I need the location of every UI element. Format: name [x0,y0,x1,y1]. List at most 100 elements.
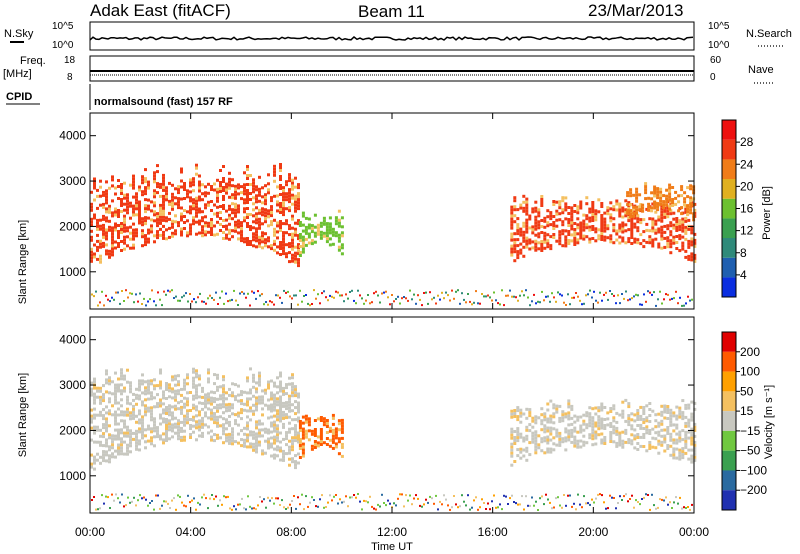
range-gate-cell [323,507,325,509]
range-gate-cell [240,408,243,411]
range-gate-cell [457,289,459,291]
range-gate-cell [561,211,564,214]
range-gate-cell [636,448,639,451]
range-gate-cell [549,433,552,436]
range-gate-cell [275,294,277,296]
range-gate-cell [204,230,207,233]
range-gate-cell [540,413,543,416]
range-gate-cell [231,299,233,301]
range-gate-cell [192,395,195,398]
range-gate-cell [120,410,123,413]
range-gate-cell [120,368,123,371]
range-gate-cell [270,247,273,250]
range-gate-cell [273,442,276,445]
range-gate-cell [487,295,489,297]
range-gate-cell [243,391,246,394]
range-gate-cell [132,229,135,232]
range-gate-cell [642,427,645,430]
range-gate-cell [225,397,228,400]
range-gate-cell [591,437,594,440]
range-gate-cell [225,189,228,192]
range-gate-cell [171,387,174,390]
range-gate-cell [201,420,204,423]
range-gate-cell [204,194,207,197]
range-gate-cell [138,210,141,213]
range-gate-cell [564,427,567,430]
range-gate-cell [201,390,204,393]
range-gate-cell [99,301,101,303]
range-gate-cell [183,209,186,212]
range-gate-cell [555,444,558,447]
range-gate-cell [189,232,192,235]
range-gate-cell [513,501,515,503]
range-gate-cell [543,241,546,244]
range-gate-cell [576,241,579,244]
range-gate-cell [207,377,210,380]
range-gate-cell [516,406,519,409]
range-gate-cell [109,507,111,509]
range-gate-cell [528,453,531,456]
range-gate-cell [679,297,681,299]
range-gate-cell [288,404,291,407]
range-gate-cell [207,225,210,228]
range-gate-cell [279,447,282,450]
range-gate-cell [570,432,573,435]
range-gate-cell [279,202,282,205]
range-gate-cell [177,374,180,377]
x-tick-labels: 00:00 04:00 08:00 12:00 16:00 20:00 00:00 [75,525,709,539]
range-gate-cell [642,433,645,436]
range-gate-cell [252,446,255,449]
range-gate-cell [159,399,162,402]
velocity-data [90,367,696,511]
range-gate-cell [243,186,246,189]
range-gate-cell [335,219,338,222]
range-gate-cell [246,237,249,240]
range-gate-cell [117,209,120,212]
range-gate-cell [147,238,150,241]
range-gate-cell [639,424,642,427]
range-gate-cell [513,412,516,415]
range-gate-cell [258,224,261,227]
range-gate-cell [299,423,302,426]
range-gate-cell [243,210,246,213]
range-gate-cell [231,430,234,433]
range-gate-cell [234,212,237,215]
range-gate-cell [252,380,255,383]
range-gate-cell [371,301,373,303]
range-gate-cell [401,493,403,495]
range-gate-cell [603,427,606,430]
range-gate-cell [594,215,597,218]
range-gate-cell [186,376,189,379]
range-gate-cell [195,414,198,417]
range-gate-cell [258,375,261,378]
range-gate-cell [519,412,522,415]
range-gate-cell [228,196,231,199]
range-gate-cell [522,437,525,440]
range-gate-cell [681,453,684,456]
range-gate-cell [225,433,228,436]
nsearch-tick-top: 10^5 [708,21,730,32]
range-gate-cell [332,441,335,444]
range-gate-cell [687,506,689,508]
range-gate-cell [129,502,131,504]
range-gate-cell [258,381,261,384]
range-gate-cell [603,212,606,215]
range-gate-cell [243,201,246,204]
range-gate-cell [279,229,282,232]
range-gate-cell [175,509,177,511]
range-gate-cell [525,198,528,201]
range-gate-cell [627,405,630,408]
range-gate-cell [299,426,302,429]
range-gate-cell [558,435,561,438]
range-gate-cell [564,436,567,439]
range-gate-cell [552,448,555,451]
range-gate-cell [108,412,111,415]
range-gate-cell [210,412,213,415]
range-gate-cell [513,238,516,241]
range-gate-cell [108,253,111,256]
colorbar-cell [722,140,736,160]
range-gate-cell [576,208,579,211]
range-gate-cell [393,502,395,504]
range-gate-cell [323,423,326,426]
echo-region [90,163,300,267]
